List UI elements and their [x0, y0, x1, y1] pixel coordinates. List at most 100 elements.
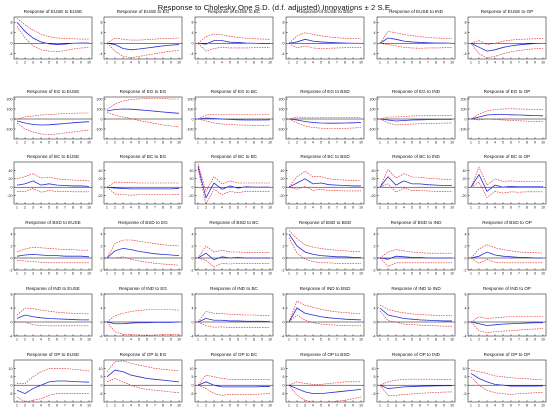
- y-tick-label: 200: [279, 97, 285, 101]
- plot-frame: [13, 293, 93, 337]
- panel-title: Response of BC to OP: [484, 154, 530, 159]
- x-tick-label: 1: [106, 61, 108, 65]
- x-tick-label: 7: [336, 404, 338, 408]
- y-tick-label: 4: [374, 306, 376, 310]
- x-tick-label: 5: [138, 141, 140, 145]
- x-tick-label: 1: [470, 404, 472, 408]
- lower-band-line: [197, 257, 270, 268]
- irf-panel: Response of OP to BC -5 0 5 10 1 2 3 4 5 6 7 8 9 10: [190, 352, 274, 408]
- panel-title: Response of BSD to OP: [482, 220, 532, 225]
- panel-title: Response of EG to IND: [392, 89, 441, 94]
- y-tick-label: 100: [188, 107, 194, 111]
- y-tick-label: 4: [283, 232, 285, 236]
- irf-panel: Response of BSD to EUSE -2 0 2 4 1 2 3 4 5 6 7 8 9 10: [9, 220, 93, 276]
- x-tick-label: 9: [170, 61, 172, 65]
- x-tick-label: 2: [24, 272, 26, 276]
- x-tick-label: 6: [146, 206, 148, 210]
- y-tick-label: -4: [463, 52, 466, 56]
- x-tick-label: 6: [328, 338, 330, 342]
- y-tick-label: -20: [97, 194, 102, 198]
- x-tick-label: 7: [154, 61, 156, 65]
- y-tick-label: -5: [99, 392, 102, 396]
- x-tick-label: 6: [56, 141, 58, 145]
- x-tick-label: 7: [518, 404, 520, 408]
- x-tick-label: 1: [288, 206, 290, 210]
- y-tick-label: -20: [188, 194, 193, 198]
- y-tick-label: 8: [192, 21, 194, 25]
- x-tick-label: 8: [435, 338, 437, 342]
- x-tick-label: 4: [494, 338, 496, 342]
- response-line: [16, 253, 90, 258]
- upper-band-line: [470, 38, 544, 45]
- x-tick-label: 1: [197, 61, 199, 65]
- x-tick-label: 9: [261, 338, 263, 342]
- y-tick-label: 100: [97, 107, 103, 111]
- x-tick-label: 2: [478, 338, 480, 342]
- irf-panel: Response of OP to BSD -5 0 5 10 1 2 3 4 5 6 7 8 9 10: [281, 352, 365, 408]
- x-tick-label: 7: [518, 61, 520, 65]
- x-tick-label: 6: [56, 272, 58, 276]
- x-tick-label: 3: [304, 61, 306, 65]
- lower-band-line: [470, 376, 544, 395]
- x-tick-label: 6: [419, 338, 421, 342]
- x-tick-label: 2: [205, 141, 207, 145]
- x-tick-label: 8: [435, 141, 437, 145]
- x-tick-label: 2: [296, 404, 298, 408]
- y-tick-label: 100: [461, 107, 467, 111]
- y-tick-label: 5: [465, 375, 467, 379]
- y-tick-label: 4: [101, 232, 103, 236]
- x-tick-label: 5: [229, 61, 231, 65]
- x-tick-label: 4: [130, 141, 132, 145]
- x-tick-label: 5: [502, 141, 504, 145]
- x-tick-label: 9: [80, 272, 82, 276]
- y-tick-label: 2: [283, 244, 285, 248]
- x-tick-label: 1: [379, 272, 381, 276]
- x-tick-label: 1: [288, 61, 290, 65]
- x-tick-label: 6: [328, 404, 330, 408]
- x-tick-label: 7: [518, 272, 520, 276]
- y-tick-label: 20: [372, 177, 376, 181]
- x-tick-label: 4: [403, 206, 405, 210]
- x-tick-label: 7: [154, 141, 156, 145]
- x-tick-label: 6: [510, 141, 512, 145]
- plot-frame: [103, 227, 183, 271]
- x-tick-label: 8: [72, 206, 74, 210]
- y-tick-label: 2: [101, 244, 103, 248]
- y-tick-label: 8: [465, 292, 467, 296]
- panel-title: Response of EG to EUSE: [27, 89, 80, 94]
- x-tick-label: 6: [510, 206, 512, 210]
- x-tick-label: 7: [64, 272, 66, 276]
- lower-band-line: [470, 43, 544, 59]
- x-tick-label: 5: [502, 61, 504, 65]
- x-tick-label: 10: [450, 404, 454, 408]
- upper-band-line: [17, 368, 90, 384]
- response-line: [106, 108, 180, 114]
- x-tick-label: 1: [106, 404, 108, 408]
- x-tick-label: 6: [419, 272, 421, 276]
- x-tick-label: 4: [40, 272, 42, 276]
- response-line: [379, 307, 452, 322]
- x-tick-label: 1: [16, 338, 18, 342]
- y-tick-label: 200: [97, 97, 103, 101]
- x-tick-label: 10: [359, 404, 363, 408]
- panel-title: Response of IND to OP: [483, 286, 531, 291]
- x-tick-label: 3: [122, 404, 124, 408]
- x-tick-label: 10: [359, 141, 363, 145]
- plot-frame: [467, 227, 547, 271]
- upper-band-line: [197, 374, 270, 386]
- x-tick-label: 1: [470, 206, 472, 210]
- lower-band-line: [470, 321, 544, 333]
- irf-panel: Response of BC to IND -20 0 20 40 1 2 3 4 5 6 7 8 9 10: [370, 154, 456, 210]
- x-tick-label: 8: [344, 61, 346, 65]
- response-line: [197, 318, 271, 323]
- upper-band-line: [16, 246, 89, 253]
- panel-title: Response of IND to BC: [210, 286, 258, 291]
- y-tick-label: 0: [101, 117, 103, 121]
- x-tick-label: 1: [197, 404, 199, 408]
- x-tick-label: 5: [48, 272, 50, 276]
- y-tick-label: 0: [374, 117, 376, 121]
- y-tick-label: -2: [190, 268, 193, 272]
- upper-band-line: [470, 369, 544, 380]
